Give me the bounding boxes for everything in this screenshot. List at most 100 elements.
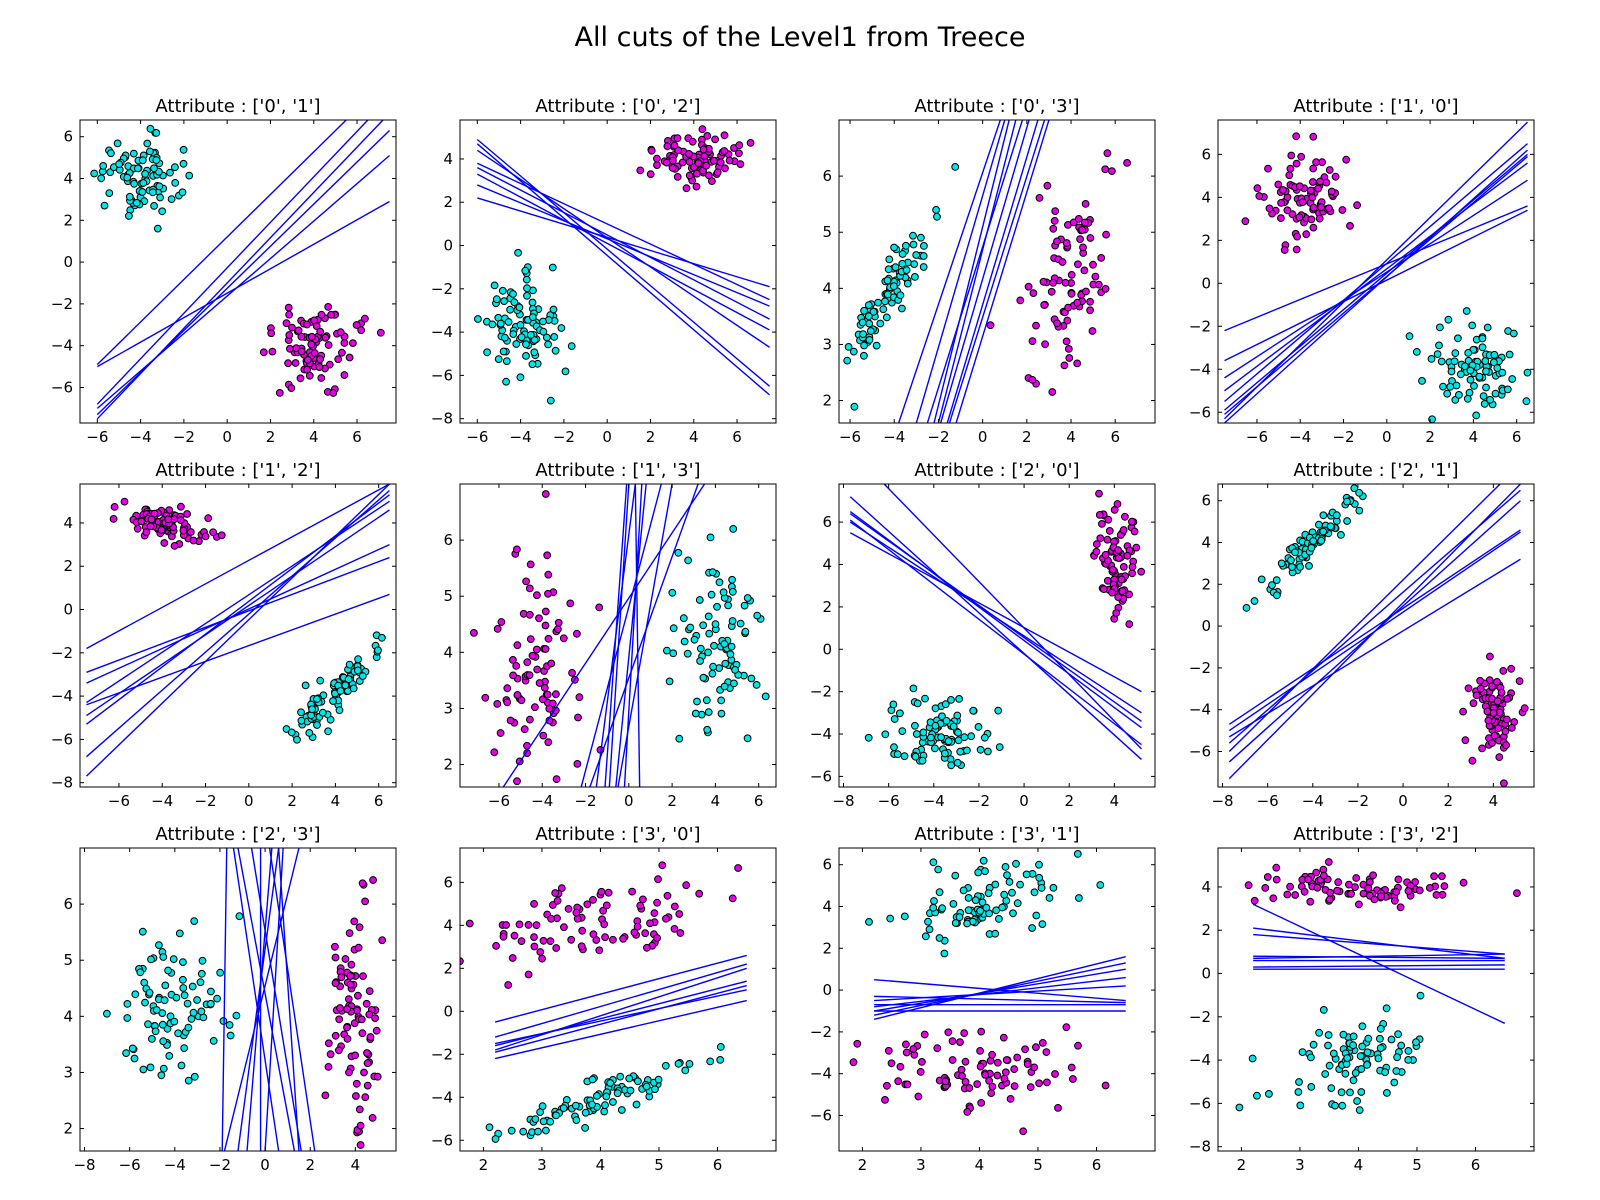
point-class-b (551, 889, 560, 897)
point-class-a (1466, 375, 1475, 384)
point-class-b (1334, 878, 1343, 887)
point-class-a (561, 367, 570, 376)
point-class-b (1113, 500, 1122, 508)
point-class-b (532, 645, 541, 654)
cut-line (96, 120, 384, 420)
point-class-a (951, 163, 960, 171)
point-class-b (604, 888, 613, 897)
point-class-b (694, 159, 703, 168)
point-class-b (177, 502, 185, 511)
point-class-b (343, 1023, 351, 1032)
point-class-b (1432, 891, 1441, 899)
point-class-a (954, 728, 962, 737)
point-class-a (951, 871, 960, 880)
point-class-b (575, 693, 584, 702)
y-tick-label: 2 (443, 193, 453, 211)
point-class-b (1302, 230, 1311, 239)
point-class-b (559, 634, 568, 643)
point-class-b (560, 923, 568, 932)
point-class-a (235, 912, 244, 921)
point-class-a (902, 266, 911, 275)
point-class-a (523, 291, 531, 300)
point-class-b (349, 339, 357, 348)
point-class-b (1495, 753, 1504, 761)
point-class-a (1307, 1083, 1316, 1091)
point-class-a (507, 1126, 516, 1135)
point-class-a (152, 1006, 161, 1014)
point-class-b (647, 146, 656, 155)
point-class-a (715, 578, 724, 587)
point-class-a (152, 156, 161, 165)
point-class-a (1416, 991, 1425, 1000)
point-class-b (1307, 215, 1316, 224)
point-class-b (512, 662, 521, 670)
point-class-a (185, 171, 194, 180)
cut-line (937, 120, 1017, 423)
cut-line (1224, 209, 1528, 362)
point-class-a (1356, 1052, 1365, 1060)
point-class-b (554, 625, 562, 634)
point-class-b (321, 333, 330, 342)
point-class-b (1053, 319, 1061, 328)
point-class-a (1393, 1053, 1401, 1062)
point-class-b (1062, 337, 1071, 346)
cut-line (86, 484, 390, 650)
cut-line (946, 120, 1039, 423)
point-class-a (896, 709, 904, 718)
point-class-a (1478, 334, 1487, 343)
point-class-b (1309, 223, 1318, 232)
point-class-a (1412, 348, 1421, 356)
plot-frame (838, 483, 1156, 788)
point-class-b (470, 629, 478, 637)
point-class-b (641, 929, 650, 938)
point-class-b (520, 725, 529, 734)
point-class-b (1086, 234, 1095, 242)
point-class-b (1325, 895, 1334, 904)
point-class-a (720, 682, 729, 691)
cut-line (1224, 121, 1528, 420)
point-class-a (491, 1135, 500, 1143)
y-tick-label: 5 (63, 951, 73, 969)
point-class-a (107, 149, 115, 158)
point-class-a (938, 904, 947, 913)
subplot: Attribute : ['0', '2'] −6 −4 −2 0 2 4 6 −8 −6 −4 −2… (431, 96, 777, 446)
y-tick-label: −6 (1189, 742, 1211, 760)
point-class-a (1317, 536, 1326, 545)
point-class-b (513, 545, 521, 554)
point-class-b (1016, 296, 1025, 305)
cut-lines (1224, 121, 1528, 423)
point-class-b (976, 1047, 984, 1055)
point-class-a (180, 991, 189, 1000)
subplot-grid: Attribute : ['0', '1'] −6 −4 −2 0 2 4 6 −6 −4 −2 0 2… (51, 96, 1535, 1174)
point-class-a (911, 752, 920, 761)
y-tick-label: −4 (1189, 701, 1211, 719)
point-class-a (717, 709, 726, 718)
point-class-b (186, 528, 195, 536)
point-class-b (530, 942, 539, 951)
point-class-a (550, 333, 559, 341)
point-class-b (1078, 226, 1087, 234)
point-class-b (552, 690, 560, 699)
point-class-a (146, 124, 155, 133)
point-class-b (896, 1062, 905, 1071)
point-class-a (1357, 1065, 1366, 1073)
subplot-title: Attribute : ['0', '2'] (535, 96, 700, 117)
y-tick-label: −6 (51, 378, 73, 396)
x-tick-label: 3 (916, 1156, 926, 1174)
point-class-b (1309, 203, 1318, 212)
point-class-b (373, 1072, 382, 1081)
point-class-a (602, 1092, 611, 1101)
y-tick-label: 2 (443, 756, 453, 774)
point-class-a (129, 149, 138, 158)
subplot-title: Attribute : ['3', '1'] (914, 824, 1079, 845)
cut-line (1224, 162, 1528, 392)
point-class-b (1308, 193, 1317, 202)
point-class-a (155, 941, 163, 949)
cut-line (874, 976, 1126, 1008)
y-tick-label: −2 (1189, 659, 1211, 677)
point-class-b (1002, 1056, 1011, 1064)
y-tick-label: −6 (1189, 1094, 1211, 1112)
point-class-b (595, 946, 604, 955)
point-class-b (1309, 178, 1317, 186)
point-class-b (343, 1035, 352, 1043)
